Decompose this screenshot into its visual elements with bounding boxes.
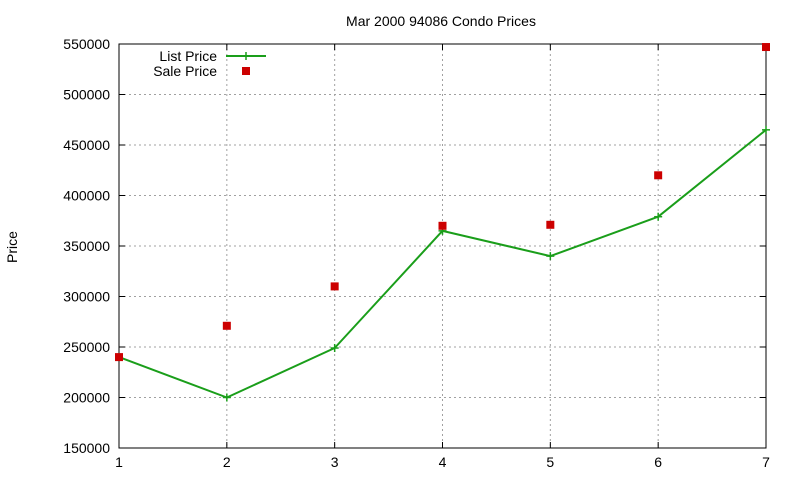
x-tick-label: 3	[331, 454, 339, 470]
legend-label: List Price	[159, 48, 217, 64]
x-tick-label: 6	[654, 454, 662, 470]
list-price-point	[222, 393, 231, 402]
list-price-point	[762, 125, 770, 134]
chart-title: Mar 2000 94086 Condo Prices	[346, 13, 536, 29]
y-tick-label: 450000	[63, 137, 110, 153]
sale-price-point	[438, 221, 447, 230]
sale-price-point	[654, 171, 663, 180]
y-tick-label: 300000	[63, 289, 110, 305]
legend-marker-list-price	[242, 52, 250, 60]
x-tick-label: 2	[223, 454, 231, 470]
grid-layer	[119, 44, 766, 448]
sale-price-point	[115, 353, 123, 362]
legend-marker-sale-price	[242, 67, 250, 75]
y-tick-label: 150000	[63, 440, 110, 456]
y-tick-label: 350000	[63, 238, 110, 254]
list-price-point	[654, 212, 663, 221]
x-tick-label: 7	[762, 454, 770, 470]
ticks-layer: 1500002000002500003000003500004000004500…	[63, 36, 770, 470]
sale-price-point	[762, 43, 770, 52]
series-layer	[115, 43, 770, 402]
y-tick-label: 200000	[63, 390, 110, 406]
sale-price-point	[330, 282, 339, 291]
sale-price-point	[222, 321, 231, 330]
y-axis-label: Price	[4, 231, 20, 263]
list-price-point	[330, 344, 339, 353]
legend-label: Sale Price	[153, 63, 217, 79]
x-tick-label: 5	[546, 454, 554, 470]
list-price-point	[546, 252, 555, 261]
y-tick-label: 400000	[63, 188, 110, 204]
sale-price-point	[546, 220, 555, 229]
x-tick-label: 1	[115, 454, 123, 470]
y-tick-label: 250000	[63, 339, 110, 355]
y-tick-label: 500000	[63, 87, 110, 103]
y-tick-label: 550000	[63, 36, 110, 52]
x-tick-label: 4	[439, 454, 447, 470]
